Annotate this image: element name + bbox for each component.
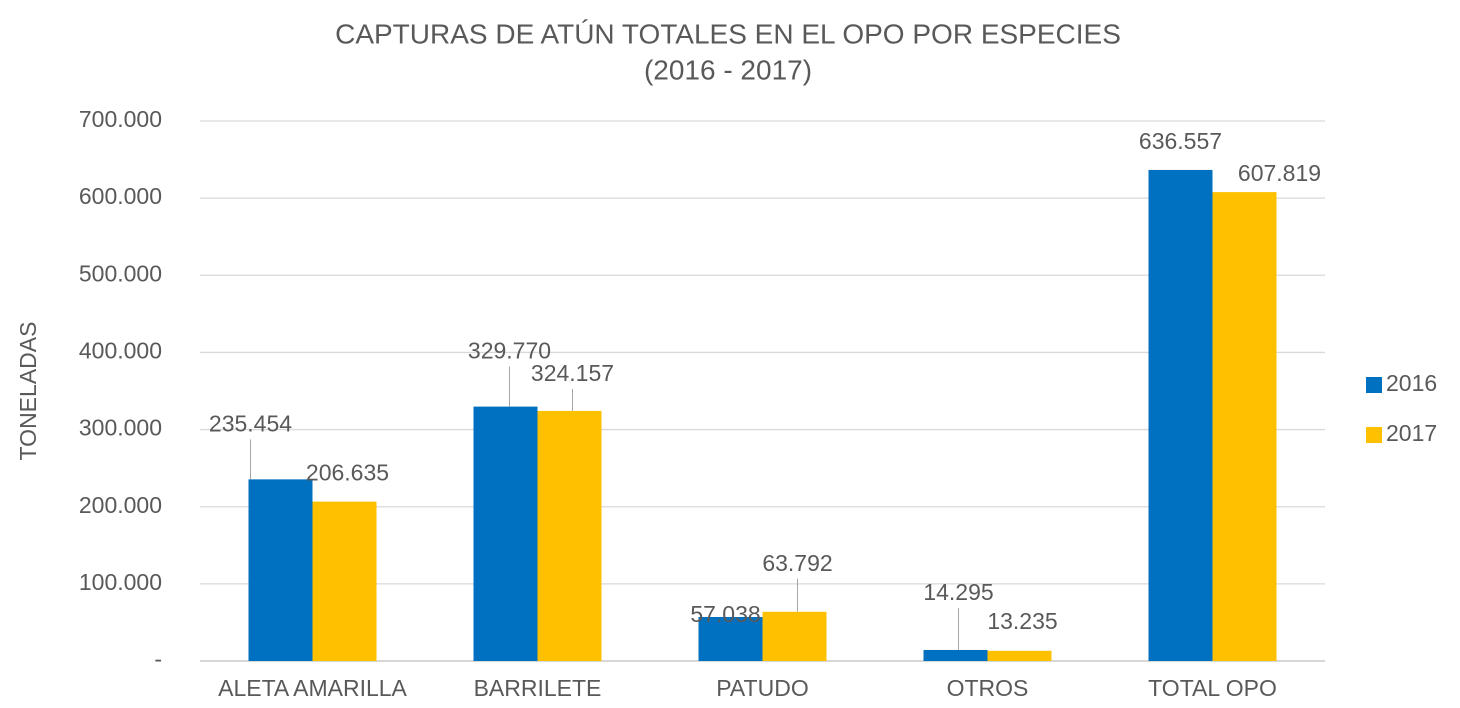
legend-label: 2016 (1386, 370, 1437, 396)
data-label: 636.557 (1139, 128, 1222, 154)
data-label: 57.038 (690, 601, 760, 627)
x-tick-label: OTROS (947, 675, 1029, 701)
bar (762, 611, 827, 661)
bar (987, 650, 1052, 661)
data-label: 13.235 (987, 608, 1057, 634)
x-tick-label: ALETA AMARILLA (218, 675, 407, 701)
legend-swatch (1366, 377, 1382, 393)
x-tick-label: TOTAL OPO (1148, 675, 1277, 701)
y-axis-label: TONELADAS (15, 322, 41, 461)
data-label: 206.635 (306, 460, 389, 486)
bar (1212, 192, 1277, 661)
x-tick-label: PATUDO (716, 675, 808, 701)
data-label: 14.295 (923, 579, 993, 605)
legend-label: 2017 (1386, 420, 1437, 446)
data-label: 329.770 (468, 338, 551, 364)
x-tick-label: BARRILETE (474, 675, 602, 701)
bar (537, 410, 602, 661)
y-tick-label: 700.000 (79, 106, 162, 132)
bar (312, 501, 377, 661)
y-tick-label: 300.000 (79, 415, 162, 441)
chart-subtitle: (2016 - 2017) (644, 54, 812, 85)
chart-title: CAPTURAS DE ATÚN TOTALES EN EL OPO POR E… (335, 18, 1121, 49)
bar (698, 616, 763, 661)
bar (1148, 169, 1213, 661)
data-label: 324.157 (531, 360, 614, 386)
bar (923, 649, 988, 661)
y-tick-label: - (154, 646, 162, 672)
bar (248, 479, 313, 661)
y-tick-label: 400.000 (79, 338, 162, 364)
data-label: 63.792 (762, 550, 832, 576)
y-tick-label: 200.000 (79, 492, 162, 518)
y-tick-label: 600.000 (79, 183, 162, 209)
bar (473, 406, 538, 661)
data-label: 235.454 (209, 410, 292, 436)
legend-swatch (1366, 427, 1382, 443)
y-tick-label: 500.000 (79, 260, 162, 286)
y-tick-label: 100.000 (79, 569, 162, 595)
data-label: 607.819 (1238, 160, 1321, 186)
